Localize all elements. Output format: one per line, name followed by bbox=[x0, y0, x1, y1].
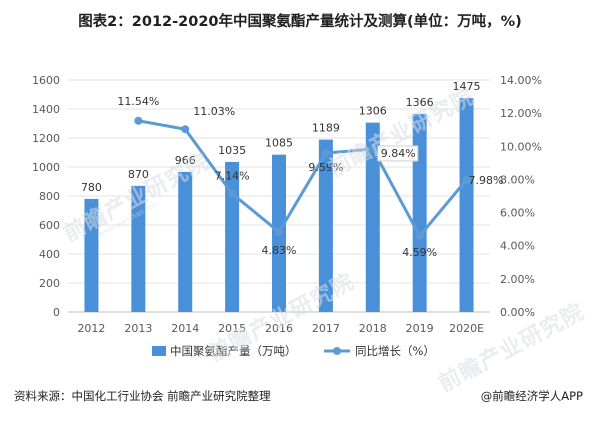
bar-data-labels: 780 870 966 1035 1085 1189 1306 1366 1475 bbox=[81, 80, 481, 194]
line-data-label: 9.84% bbox=[381, 147, 416, 160]
credit-note: @前瞻经济学人APP bbox=[480, 389, 583, 403]
x-axis-ticks: 2012 2013 2014 2015 2016 2017 2018 2019 2020E bbox=[77, 322, 484, 335]
line-point bbox=[368, 144, 377, 153]
line-series bbox=[134, 116, 471, 240]
bar-series bbox=[84, 98, 474, 313]
legend: 中国聚氨酯产量（万吨） 同比增长（%） bbox=[152, 344, 435, 358]
bar bbox=[178, 171, 193, 312]
bar bbox=[225, 161, 240, 312]
left-axis-ticks: 0 200 400 600 800 1000 1200 1400 1600 bbox=[32, 74, 60, 319]
line-label-box bbox=[377, 145, 419, 162]
line-data-labels: 11.54% 11.03% 7.14% 4.83% 9.59% 9.84% 4.59% 7.9… bbox=[117, 95, 503, 259]
bar-data-label: 1189 bbox=[312, 122, 340, 135]
left-tick-label: 0 bbox=[53, 306, 60, 319]
bar-data-label: 870 bbox=[128, 168, 149, 181]
bar bbox=[365, 122, 380, 312]
bar bbox=[84, 198, 99, 312]
line-point bbox=[134, 116, 143, 125]
left-tick-label: 1000 bbox=[32, 161, 60, 174]
line-point bbox=[275, 227, 283, 236]
bar-data-label: 1306 bbox=[359, 105, 387, 118]
source-note: 资料来源：中国化工行业协会 前瞻产业研究院整理 bbox=[14, 389, 271, 403]
x-tick-label: 2014 bbox=[171, 322, 199, 335]
right-tick-label: 4.00% bbox=[500, 240, 535, 253]
line-point bbox=[228, 189, 237, 198]
line-data-label: 7.98% bbox=[469, 174, 504, 187]
bar-data-label: 1085 bbox=[265, 137, 293, 150]
growth-line bbox=[138, 119, 468, 238]
left-tick-label: 800 bbox=[39, 190, 60, 203]
chart-title: 图表2：2012-2020年中国聚氨酯产量统计及测算(单位：万吨，%) bbox=[78, 14, 522, 30]
legend-bar-swatch bbox=[152, 346, 166, 356]
x-tick-label: 2020E bbox=[449, 322, 484, 335]
left-tick-label: 400 bbox=[39, 248, 60, 261]
x-tick-label: 2017 bbox=[312, 322, 340, 335]
x-tick-label: 2019 bbox=[406, 322, 434, 335]
x-tick-label: 2013 bbox=[124, 322, 152, 335]
bar bbox=[131, 185, 146, 312]
line-point bbox=[181, 125, 190, 134]
right-tick-label: 0.00% bbox=[500, 306, 535, 319]
right-tick-label: 2.00% bbox=[500, 273, 535, 286]
line-point bbox=[321, 149, 330, 158]
bar bbox=[318, 139, 333, 312]
right-tick-label: 6.00% bbox=[500, 207, 535, 220]
legend-line-label: 同比增长（%） bbox=[355, 344, 435, 358]
right-axis-ticks: 0.00% 2.00% 4.00% 6.00% 8.00% 10.00% 12.00% 14.… bbox=[500, 74, 542, 319]
right-tick-label: 12.00% bbox=[500, 107, 542, 120]
x-tick-label: 2012 bbox=[77, 322, 105, 335]
left-tick-label: 200 bbox=[39, 277, 60, 290]
right-tick-label: 8.00% bbox=[500, 173, 535, 186]
line-point bbox=[462, 175, 471, 184]
line-data-label: 7.14% bbox=[215, 170, 250, 183]
line-data-label: 11.03% bbox=[193, 105, 235, 118]
x-tick-label: 2015 bbox=[218, 322, 246, 335]
legend-line-marker bbox=[333, 347, 341, 355]
legend-bar-label: 中国聚氨酯产量（万吨） bbox=[170, 344, 297, 358]
line-point bbox=[415, 231, 424, 240]
line-data-label: 4.83% bbox=[262, 244, 297, 257]
bar-data-label: 966 bbox=[175, 154, 196, 167]
bar bbox=[412, 113, 427, 313]
bar-data-label: 1035 bbox=[218, 144, 246, 157]
bar-data-label: 780 bbox=[81, 181, 102, 194]
right-tick-label: 14.00% bbox=[500, 74, 542, 87]
bar-data-label: 1475 bbox=[453, 80, 481, 93]
left-tick-label: 1600 bbox=[32, 74, 60, 87]
line-data-label: 11.54% bbox=[117, 95, 159, 108]
bar-data-label: 1366 bbox=[406, 96, 434, 109]
line-data-label: 9.59% bbox=[308, 161, 343, 174]
x-tick-label: 2016 bbox=[265, 322, 293, 335]
bar bbox=[459, 98, 474, 312]
right-tick-label: 10.00% bbox=[500, 140, 542, 153]
left-tick-label: 1200 bbox=[32, 132, 60, 145]
left-tick-label: 1400 bbox=[32, 103, 60, 116]
line-data-label: 4.59% bbox=[402, 246, 437, 259]
left-tick-label: 600 bbox=[39, 219, 60, 232]
x-tick-label: 2018 bbox=[359, 322, 387, 335]
